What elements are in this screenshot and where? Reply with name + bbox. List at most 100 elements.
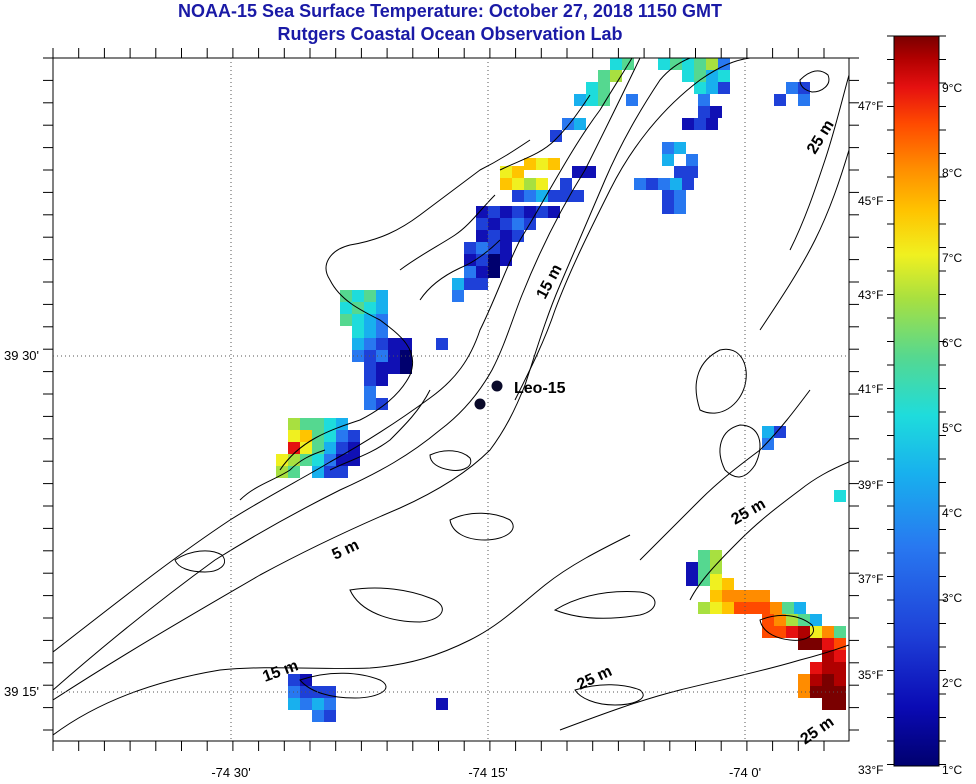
sst-pixel [288,430,300,442]
grid-lines [53,58,849,741]
sst-pixel [436,338,448,350]
sst-pixel [476,218,488,230]
sst-pixel [548,158,560,170]
sst-pixel [822,686,834,698]
sst-pixel [476,278,488,290]
sst-pixel [710,590,722,602]
sst-pixel [710,562,722,574]
fahrenheit-label: 43°F [858,288,883,302]
sst-pixel [770,602,782,614]
sst-pixel [324,430,336,442]
sst-pixel [452,278,464,290]
sst-pixel [694,82,706,94]
sst-pixel [536,178,548,190]
colorbar [893,35,940,767]
sst-pixel [626,94,638,106]
sst-pixel [710,602,722,614]
sst-pixel [694,70,706,82]
sst-pixel [722,602,734,614]
sst-pixel [722,590,734,602]
sst-pixel [536,206,548,218]
sst-pixel [536,158,548,170]
sst-pixel [670,178,682,190]
sst-pixel [388,362,400,374]
fahrenheit-label: 37°F [858,572,883,586]
sst-pixel [834,662,846,674]
sst-pixel [312,698,324,710]
map-frame [52,57,850,742]
fahrenheit-label: 39°F [858,478,883,492]
celsius-label: 6°C [942,336,962,350]
sst-pixel [548,190,560,202]
sst-pixel [746,590,758,602]
map-title: NOAA-15 Sea Surface Temperature: October… [178,1,722,21]
depth-label: 25 m [575,663,615,694]
sst-pixel [682,70,694,82]
sst-pixel [834,650,846,662]
station-label: Leo-15 [514,380,566,397]
sst-pixel [488,266,500,278]
sst-pixel [364,386,376,398]
sst-pixel [488,206,500,218]
sst-pixel [758,590,770,602]
sst-pixel [762,438,774,450]
lon-label-2: -74 15' [468,765,507,780]
sst-pixel [364,338,376,350]
sst-pixel [288,674,300,686]
lon-label-1: -74 30' [211,765,250,780]
sst-pixel [364,362,376,374]
sst-pixel [536,190,548,202]
sst-pixel [312,466,324,478]
sst-pixel [694,58,706,70]
sst-pixel [376,398,388,410]
station-marker [491,380,503,392]
sst-pixel [706,118,718,130]
sst-pixel [364,398,376,410]
sst-pixel [662,142,674,154]
sst-pixel [436,698,448,710]
sst-pixel [722,578,734,590]
sst-pixel [376,326,388,338]
sst-pixel [794,602,806,614]
sst-pixel [288,418,300,430]
sst-pixel [718,70,730,82]
lon-label-3: -74 0' [729,765,761,780]
sst-pixel [348,430,360,442]
sst-pixel [698,550,710,562]
station-marker [474,398,486,410]
sst-pixel [550,130,562,142]
sst-pixel [762,426,774,438]
sst-pixel [500,242,512,254]
sst-pixel [598,70,610,82]
sst-pixel [500,206,512,218]
sst-pixel [774,614,786,626]
sst-pixel [734,590,746,602]
sst-pixel [774,626,786,638]
map-subtitle: Rutgers Coastal Ocean Observation Lab [277,24,623,44]
sst-pixel [524,178,536,190]
sst-pixel [662,154,674,166]
sst-pixel [288,442,300,454]
sst-pixel [388,338,400,350]
sst-pixel [364,290,376,302]
sst-pixel [834,698,846,710]
celsius-label: 5°C [942,421,962,435]
sst-pixel [300,674,312,686]
sst-pixel [376,374,388,386]
sst-pixel [288,454,300,466]
sst-pixel [686,574,698,586]
sst-pixel [834,686,846,698]
sst-pixel [674,166,686,178]
sst-pixel [682,58,694,70]
sst-pixel [324,442,336,454]
sst-pixel [364,326,376,338]
sst-pixel [698,94,710,106]
sst-pixel [488,254,500,266]
sst-pixel [452,290,464,302]
sst-pixel [786,626,798,638]
sst-pixel [686,166,698,178]
sst-pixel [464,266,476,278]
sst-pixel [364,302,376,314]
sst-pixel [336,466,348,478]
sst-pixel [324,418,336,430]
